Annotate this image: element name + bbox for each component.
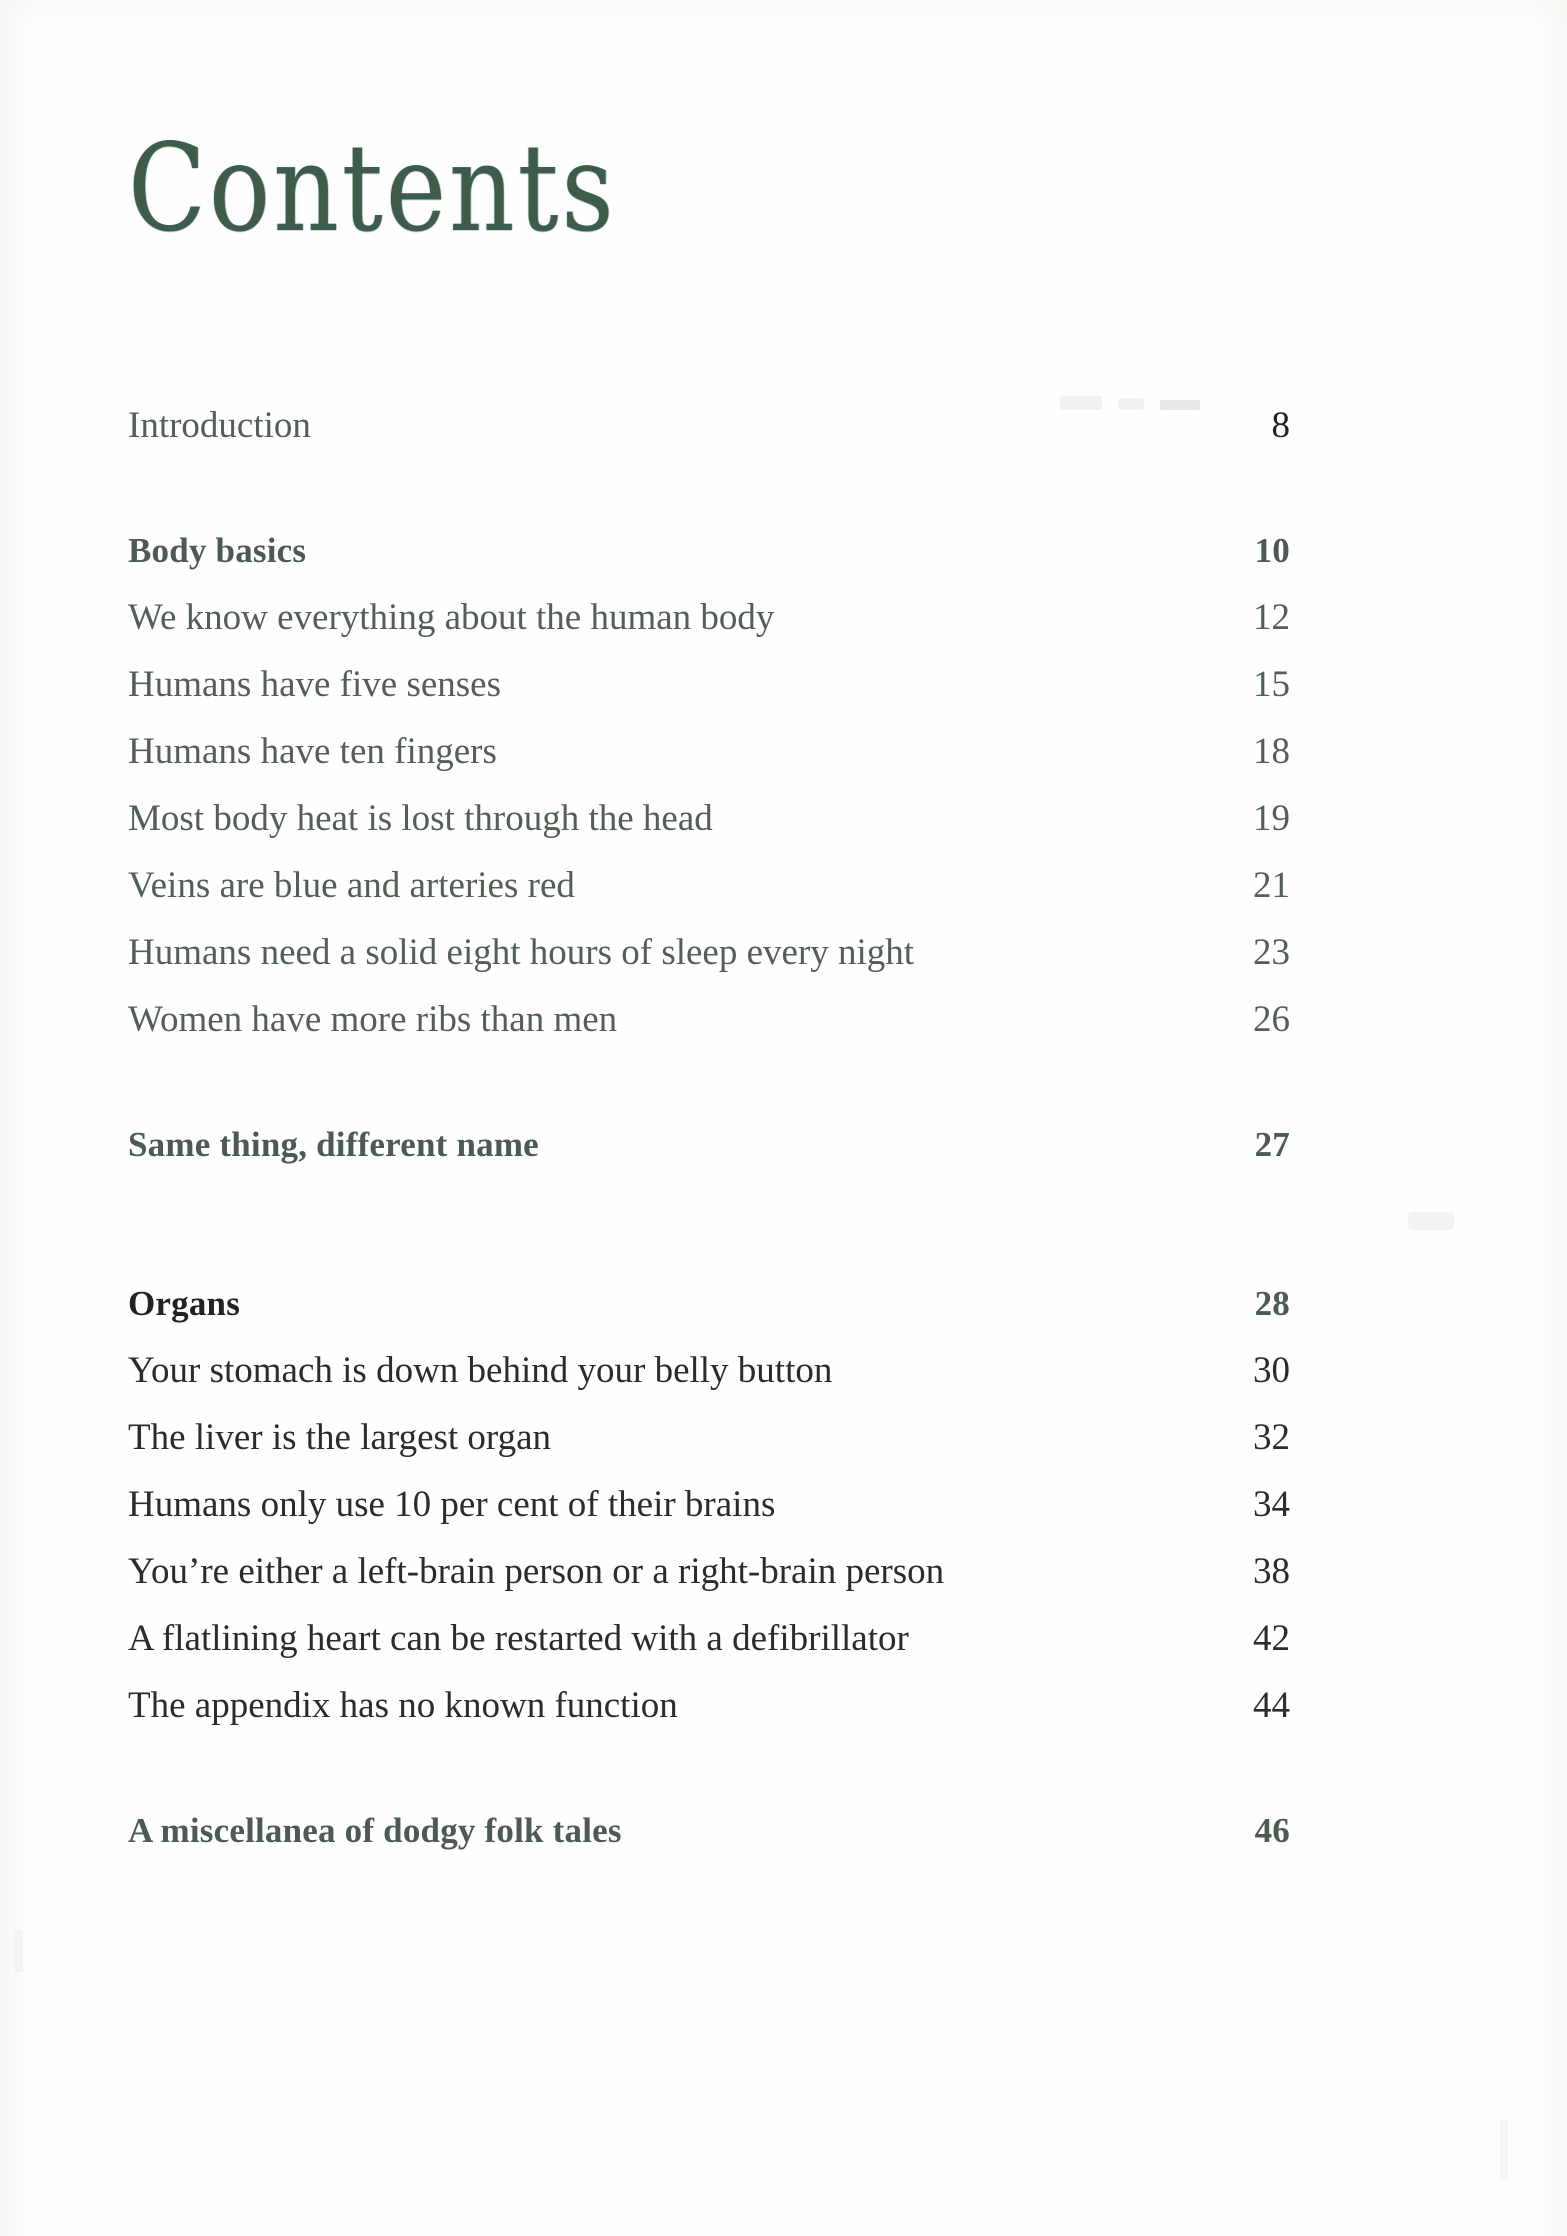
toc-entry[interactable]: Humans need a solid eight hours of sleep…: [128, 919, 1290, 986]
toc-entry-page: 30: [1253, 1350, 1290, 1391]
toc-section-label: Organs: [128, 1284, 241, 1323]
table-of-contents: Introduction 8 Body basics 10 We know ev…: [128, 392, 1290, 1864]
toc-section-heading-organs[interactable]: Organs 28: [128, 1270, 1290, 1337]
toc-entry[interactable]: Women have more ribs than men 26: [128, 986, 1290, 1053]
scan-artifact: [14, 1930, 23, 1972]
toc-entry[interactable]: A flatlining heart can be restarted with…: [128, 1605, 1290, 1672]
toc-entry-page: 8: [1271, 405, 1291, 446]
toc-entry[interactable]: Humans have ten fingers 18: [128, 718, 1290, 785]
page-title: Contents: [128, 117, 617, 260]
toc-entry[interactable]: Veins are blue and arteries red 21: [128, 852, 1290, 919]
toc-entry-label: We know everything about the human body: [128, 597, 775, 638]
spacer: [128, 1739, 1290, 1797]
toc-entry[interactable]: Humans only use 10 per cent of their bra…: [128, 1471, 1290, 1538]
toc-entry-label: Humans have five senses: [128, 664, 501, 705]
toc-entry-page: 12: [1253, 597, 1290, 638]
toc-entry[interactable]: The appendix has no known function 44: [128, 1672, 1290, 1739]
toc-entry-label: Women have more ribs than men: [128, 999, 618, 1040]
toc-entry[interactable]: We know everything about the human body …: [128, 584, 1290, 651]
spacer: [128, 459, 1290, 517]
toc-entry-page: 23: [1253, 932, 1290, 973]
toc-entry-page: 42: [1253, 1618, 1290, 1659]
toc-entry-label: Humans only use 10 per cent of their bra…: [128, 1484, 776, 1525]
toc-entry-introduction[interactable]: Introduction 8: [128, 392, 1290, 459]
toc-entry-label: Most body heat is lost through the head: [128, 798, 713, 839]
toc-section-heading-a-miscellanea-of-dodgy-folk-tales[interactable]: A miscellanea of dodgy folk tales 46: [128, 1797, 1290, 1864]
toc-entry[interactable]: Most body heat is lost through the head …: [128, 785, 1290, 852]
toc-entry-page: 15: [1253, 664, 1290, 705]
toc-section-page: 46: [1254, 1811, 1290, 1850]
scan-artifact: [1500, 2120, 1508, 2180]
toc-entry-page: 38: [1253, 1551, 1290, 1592]
toc-section-page: 27: [1254, 1125, 1290, 1164]
toc-entry-page: 18: [1253, 731, 1290, 772]
toc-section-heading-body-basics[interactable]: Body basics 10: [128, 517, 1290, 584]
toc-section-page: 10: [1254, 531, 1290, 570]
toc-entry-label: Introduction: [128, 405, 311, 446]
toc-entry-label: Your stomach is down behind your belly b…: [128, 1350, 833, 1391]
toc-entry-label: A flatlining heart can be restarted with…: [128, 1618, 909, 1659]
toc-entry-page: 34: [1253, 1484, 1290, 1525]
spacer: [128, 1053, 1290, 1111]
toc-section-label: Same thing, different name: [128, 1125, 539, 1164]
toc-section-label: A miscellanea of dodgy folk tales: [128, 1811, 622, 1850]
toc-section-label: Body basics: [128, 531, 307, 570]
toc-entry-label: Humans have ten fingers: [128, 731, 497, 772]
toc-entry-page: 32: [1253, 1417, 1290, 1458]
scan-artifact: [1408, 1212, 1454, 1230]
toc-entry-page: 26: [1253, 999, 1290, 1040]
toc-entry-label: The liver is the largest organ: [128, 1417, 551, 1458]
toc-entry-page: 21: [1253, 865, 1290, 906]
toc-section-heading-same-thing-different-name[interactable]: Same thing, different name 27: [128, 1111, 1290, 1178]
toc-entry-label: Humans need a solid eight hours of sleep…: [128, 932, 915, 973]
spacer: [128, 1178, 1290, 1270]
toc-entry-label: The appendix has no known function: [128, 1685, 678, 1726]
toc-section-page: 28: [1254, 1284, 1290, 1323]
toc-entry-label: You’re either a left-brain person or a r…: [128, 1551, 945, 1592]
toc-entry-page: 19: [1253, 798, 1290, 839]
toc-entry[interactable]: The liver is the largest organ 32: [128, 1404, 1290, 1471]
toc-entry[interactable]: You’re either a left-brain person or a r…: [128, 1538, 1290, 1605]
toc-entry[interactable]: Your stomach is down behind your belly b…: [128, 1337, 1290, 1404]
toc-entry-label: Veins are blue and arteries red: [128, 865, 575, 906]
toc-entry-page: 44: [1253, 1685, 1290, 1726]
toc-entry[interactable]: Humans have five senses 15: [128, 651, 1290, 718]
